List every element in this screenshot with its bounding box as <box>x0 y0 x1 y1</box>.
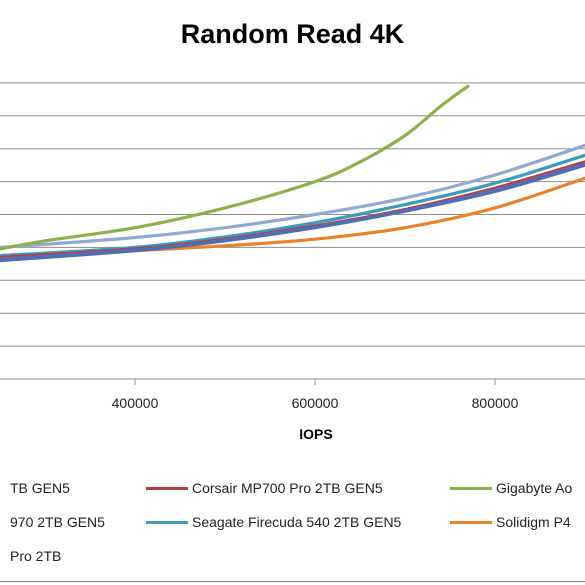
x-tick-label-1: 600000 <box>292 395 339 411</box>
chart-title: Random Read 4K <box>180 19 405 49</box>
x-axis-title: IOPS <box>299 426 333 442</box>
series-line-3 <box>0 161 585 261</box>
x-tick-label-0: 400000 <box>112 395 159 411</box>
chart-border <box>0 581 585 582</box>
series-line-2 <box>0 84 470 251</box>
series-line-0 <box>0 163 585 263</box>
series-line-6 <box>0 143 585 249</box>
series-line-4 <box>0 153 585 258</box>
series-line-1 <box>0 160 585 259</box>
x-tick-label-2: 800000 <box>472 395 519 411</box>
